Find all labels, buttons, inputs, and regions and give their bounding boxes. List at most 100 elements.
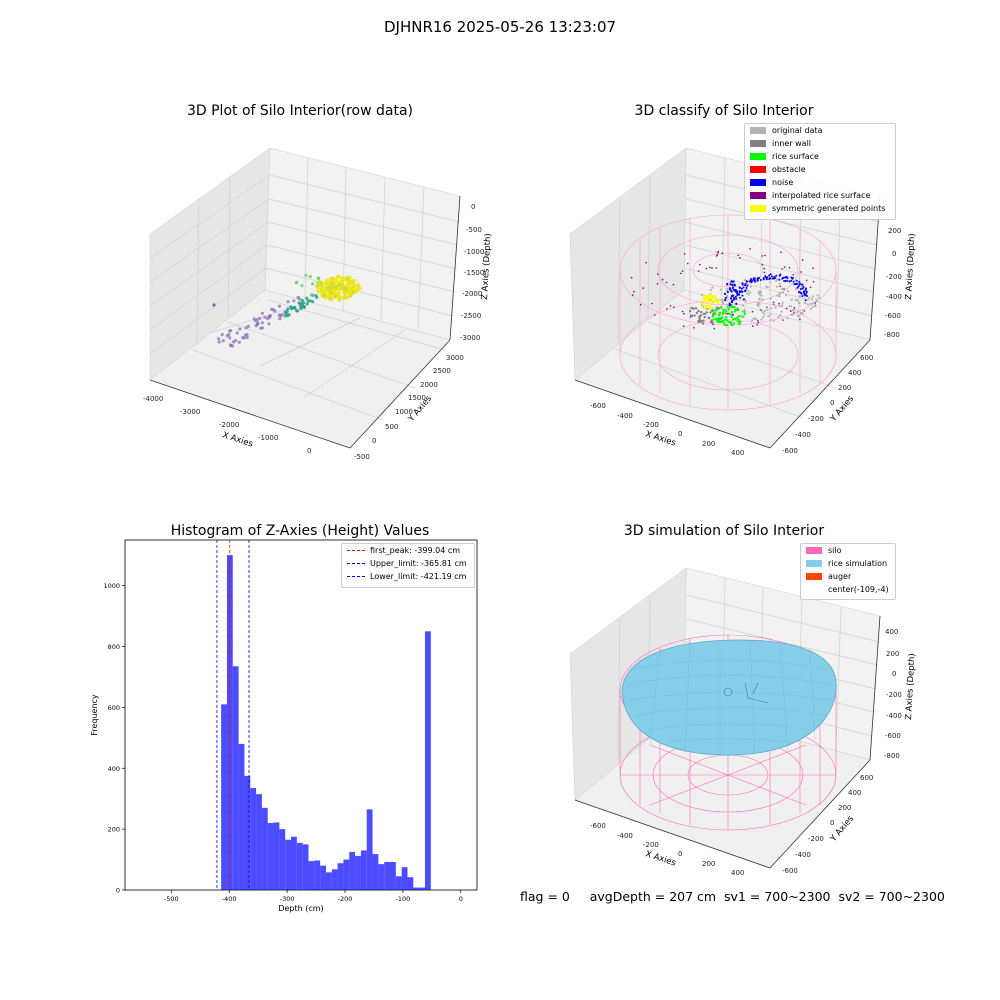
raw-point — [228, 336, 232, 340]
histogram-xticks: -500 -400 -300 -200 -100 0 — [164, 890, 463, 903]
classify-point — [788, 280, 791, 283]
classify-point — [769, 319, 772, 322]
classify-point — [804, 289, 807, 292]
classify-point — [780, 310, 783, 313]
classify-point — [792, 273, 795, 276]
raw-point — [329, 277, 334, 282]
classify-point — [736, 316, 739, 319]
classify-point — [633, 290, 635, 293]
raw-point — [284, 312, 288, 316]
classify-point — [786, 279, 789, 282]
raw-point — [256, 321, 260, 325]
raw-point — [317, 285, 321, 290]
histogram-xtick: -500 — [164, 895, 179, 903]
classify-point — [803, 301, 806, 304]
classify-point — [769, 277, 771, 280]
classify-legend-label: symmetric generated points — [772, 204, 886, 213]
classify-point — [726, 319, 729, 322]
histogram-ylabel: Frequency — [90, 694, 99, 736]
classify-legend-item: inner wall — [745, 137, 895, 150]
simulation-ztick: -600 — [885, 732, 901, 740]
raw-point — [333, 294, 338, 299]
histogram-bar — [238, 743, 245, 890]
raw-ztick: 0 — [471, 203, 475, 211]
raw-zlabel: Z Axies (Depth) — [480, 233, 493, 300]
histogram-ytick: 600 — [108, 704, 120, 712]
histogram-bar — [267, 823, 274, 890]
classify-ztick: -600 — [885, 312, 901, 320]
raw-point — [294, 281, 298, 285]
classify-ytick: -600 — [782, 447, 798, 455]
classify-ytick: 600 — [860, 354, 873, 362]
classify-point — [730, 305, 734, 308]
classify-ytick: 0 — [830, 399, 834, 407]
classify-point — [752, 325, 754, 327]
classify-point — [743, 312, 746, 316]
classify-point — [788, 305, 791, 308]
simulation-ztick: 0 — [892, 670, 896, 678]
classify-point — [705, 294, 708, 298]
histogram-legend-label: Lower_limit: -421.19 cm — [370, 572, 467, 581]
raw-point — [244, 333, 248, 337]
classify-xtick: -400 — [617, 412, 633, 420]
classify-point — [737, 293, 739, 296]
classify-point — [746, 284, 749, 287]
classify-ytick: 200 — [838, 384, 851, 392]
classify-point — [745, 287, 748, 289]
classify-point — [772, 303, 775, 306]
classify-point — [736, 307, 739, 310]
classify-xtick: 0 — [678, 430, 682, 438]
raw-point — [305, 296, 309, 300]
raw-point — [220, 333, 224, 337]
classify-point — [721, 252, 724, 254]
histogram-ytick: 1000 — [103, 582, 120, 590]
classify-point — [781, 301, 784, 304]
classify-point — [737, 254, 740, 257]
classify-point — [715, 255, 718, 257]
classify-point — [792, 309, 795, 312]
classify-point — [805, 287, 807, 290]
simulation-ytick: -600 — [782, 867, 798, 875]
raw-point — [245, 335, 249, 340]
histogram-bar — [424, 631, 431, 890]
raw-point — [325, 283, 329, 288]
classify-point — [761, 263, 764, 266]
classify-point — [705, 296, 708, 300]
classify-point — [680, 272, 682, 275]
classify-point — [741, 315, 744, 318]
histogram-bar — [419, 887, 425, 890]
histogram-panel-title: Histogram of Z-Axies (Height) Values — [170, 523, 430, 539]
classify-point — [766, 308, 769, 311]
raw-point — [311, 300, 315, 304]
flag-text: flag = 0 — [520, 889, 570, 904]
histogram-legend-label: Upper_limit: -365.81 cm — [370, 559, 467, 568]
classify-point — [763, 313, 766, 316]
classify-point — [785, 294, 788, 297]
classify-point — [666, 308, 668, 310]
classify-point — [774, 277, 777, 280]
histogram-bar — [320, 865, 326, 890]
classify-point — [790, 276, 793, 279]
histogram-legend: first_peak: -399.04 cm Upper_limit: -365.… — [341, 543, 475, 588]
raw-point — [328, 293, 333, 298]
classify-point — [781, 268, 783, 270]
classify-point — [814, 302, 816, 304]
classify-legend-swatch — [750, 166, 766, 173]
raw-xtick: -2000 — [219, 421, 239, 429]
classify-legend-swatch — [750, 205, 766, 212]
classify-legend-swatch — [750, 179, 766, 186]
classify-point — [802, 309, 805, 312]
simulation-zlabel: Z Axies (Depth) — [904, 653, 917, 720]
classify-point — [763, 309, 767, 312]
classify-point — [723, 322, 726, 325]
classify-point — [794, 298, 797, 301]
raw-point — [230, 344, 235, 348]
raw-point — [285, 310, 289, 314]
classify-point — [756, 303, 759, 306]
classify-point — [688, 310, 692, 313]
histogram-legend-swatch — [347, 576, 365, 577]
classify-point — [780, 251, 782, 254]
classify-point — [776, 294, 779, 297]
